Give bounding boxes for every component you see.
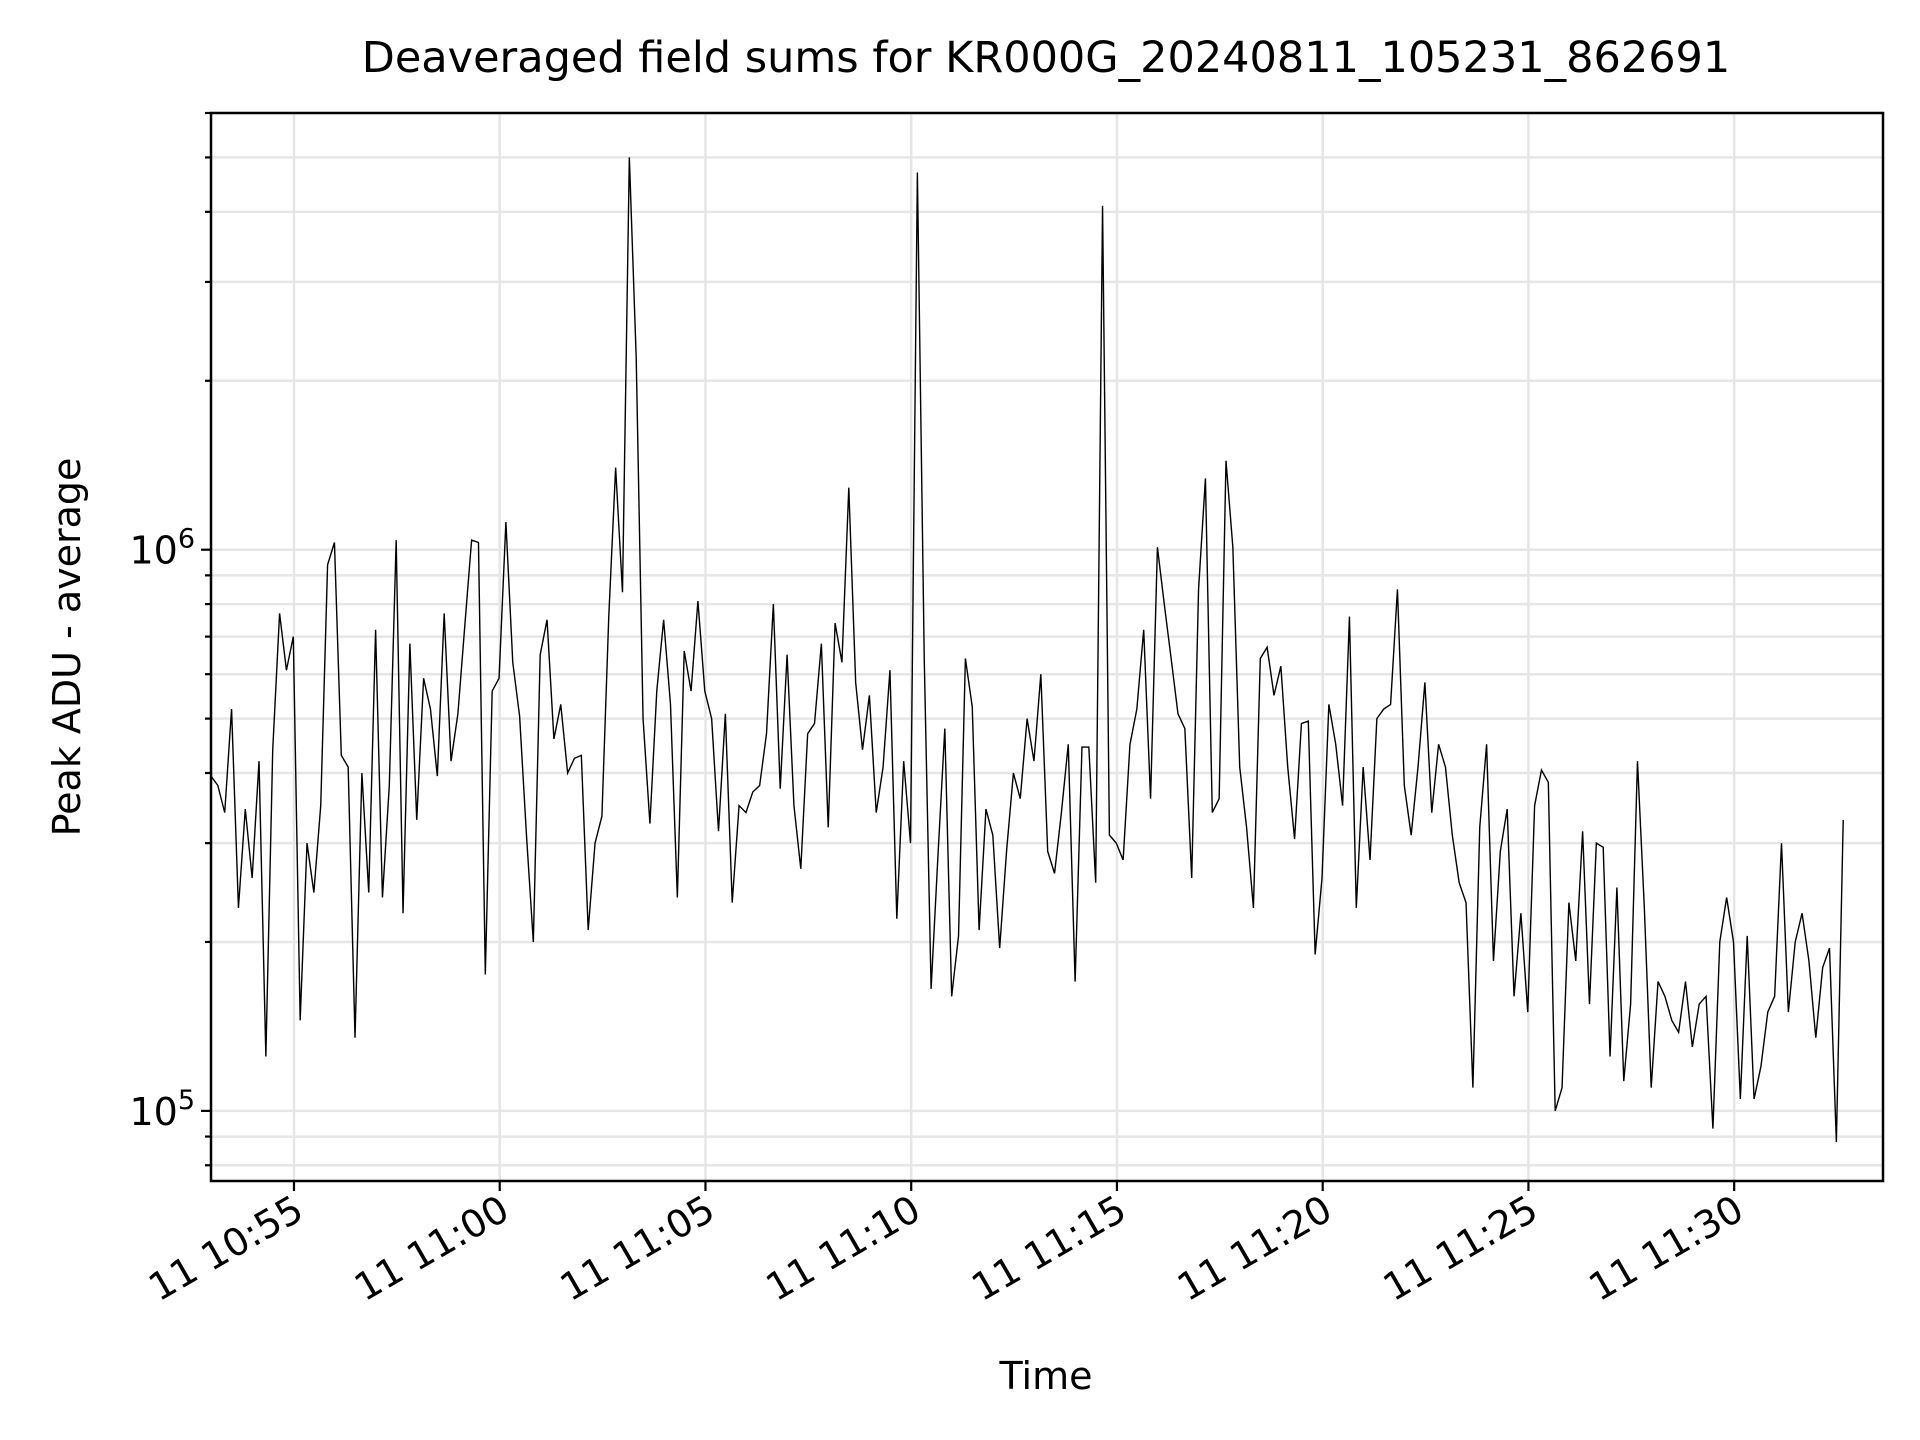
series-layer <box>210 157 1844 1143</box>
series-line <box>210 157 1844 1143</box>
grid <box>211 111 1883 1181</box>
chart-title: Deaveraged field sums for KR000G_2024081… <box>362 33 1731 83</box>
plot-area-frame <box>209 111 1885 1183</box>
y-axis-label: Peak ADU - average <box>45 458 89 837</box>
y-tick-exponent: 6 <box>178 524 195 555</box>
y-tick-exponent: 5 <box>178 1085 195 1116</box>
x-axis-label: Time <box>999 1354 1093 1398</box>
